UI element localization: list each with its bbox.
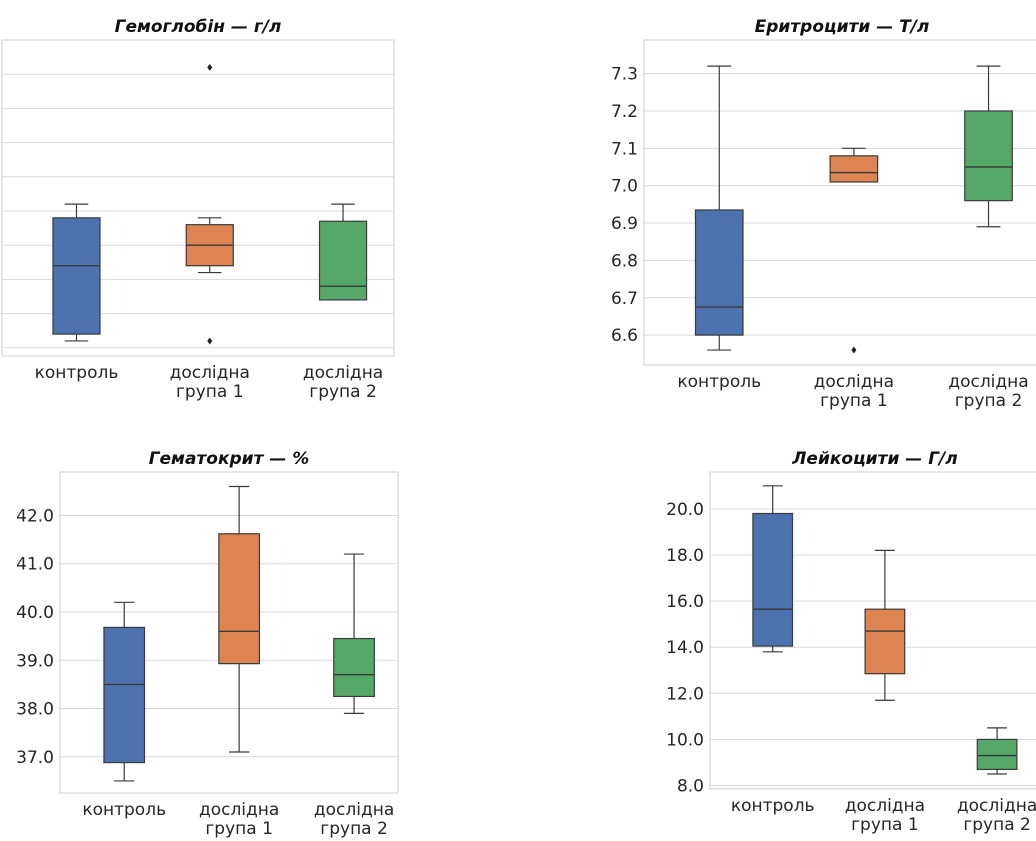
plot-frame [1, 39, 395, 357]
y-tick-label: 12.0 [666, 684, 704, 704]
x-category-label: контроль [731, 796, 815, 816]
y-tick-label: 6.8 [611, 251, 638, 271]
box-2 [218, 485, 261, 753]
x-category-label: група 2 [963, 815, 1031, 835]
y-tick-label: 14.0 [666, 638, 704, 658]
iqr-box [52, 217, 101, 335]
x-category-label: група 1 [851, 815, 919, 835]
y-tick-label: 7.3 [611, 65, 638, 85]
y-tick-label: 16.0 [666, 592, 704, 612]
x-category-label: контроль [677, 372, 761, 392]
chart-panel-3: 37.0 38.0 39.0 40.0 41.0 42.0 Гематокрит — % ко… [16, 449, 399, 839]
y-tick-label: 38.0 [16, 700, 54, 720]
x-category-label: дослідна [845, 796, 925, 816]
plot-frame [643, 39, 1036, 366]
y-tick-label: 7.0 [611, 177, 638, 197]
y-tick-label: 8.0 [677, 777, 704, 797]
box-1 [694, 65, 744, 351]
y-tick-label: 41.0 [16, 555, 54, 575]
y-tick-label: 40.0 [16, 603, 54, 623]
x-category-label: контроль [82, 800, 166, 820]
y-tick-label: 42.0 [16, 506, 54, 526]
box-3 [318, 203, 368, 301]
iqr-box [976, 738, 1018, 771]
chart-panel-1: 137.5140.0142.5145.0147.5150.0152.5155.0… [1, 17, 395, 402]
x-category-label: дослідна [948, 372, 1028, 392]
x-category-label: група 2 [309, 382, 377, 402]
box-2 [185, 63, 234, 345]
y-tick-label: 39.0 [16, 651, 54, 671]
box-3 [964, 65, 1013, 228]
iqr-box [752, 512, 794, 647]
x-category-label: група 1 [176, 382, 244, 402]
x-category-label: дослідна [170, 363, 250, 383]
outlier-marker [207, 337, 213, 345]
box-1 [103, 601, 146, 782]
y-tick-label: 7.2 [611, 102, 638, 122]
iqr-box [694, 209, 744, 336]
iqr-box [829, 155, 879, 183]
iqr-box [964, 110, 1013, 202]
box-3 [333, 553, 375, 714]
y-tick-label: 6.6 [611, 326, 638, 346]
x-category-label: дослідна [303, 363, 383, 383]
chart-title: Лейкоцити — Г/л [791, 449, 957, 469]
y-tick-label: 6.7 [611, 289, 638, 309]
x-category-label: група 1 [205, 819, 273, 839]
y-tick-label: 10.0 [666, 730, 704, 750]
x-category-label: дослідна [814, 372, 894, 392]
box-2 [829, 147, 879, 354]
plot-frame [709, 471, 1036, 790]
iqr-box [333, 637, 375, 698]
outlier-marker [851, 346, 857, 354]
chart-panel-2: 6.6 6.7 6.8 6.9 7.0 7.1 7.2 7.3 Еритроцити — Т/л… [611, 17, 1036, 411]
y-tick-label: 20.0 [666, 500, 704, 520]
chart-panel-4: 8.0 10.0 12.0 14.0 16.0 18.0 20.0 Лейкоцити — Г… [666, 449, 1036, 835]
box-1 [752, 485, 794, 653]
iqr-box [103, 626, 146, 764]
y-tick-label: 37.0 [16, 748, 54, 768]
outlier-marker [207, 63, 213, 71]
x-category-label: дослідна [314, 800, 394, 820]
x-category-label: група 2 [320, 819, 388, 839]
y-tick-label: 6.9 [611, 214, 638, 234]
plot-frame [59, 471, 399, 794]
iqr-box [864, 608, 906, 675]
y-tick-label: 18.0 [666, 546, 704, 566]
chart-title: Гематокрит — % [149, 449, 310, 469]
chart-title: Еритроцити — Т/л [755, 17, 930, 37]
box-2 [864, 549, 906, 701]
x-category-label: дослідна [957, 796, 1036, 816]
iqr-box [318, 220, 368, 301]
x-category-label: група 2 [955, 391, 1023, 411]
x-category-label: дослідна [199, 800, 279, 820]
box-3 [976, 727, 1018, 775]
chart-title: Гемоглобін — г/л [115, 17, 282, 37]
x-category-label: група 1 [820, 391, 888, 411]
box-1 [52, 203, 101, 342]
y-tick-label: 7.1 [611, 139, 638, 159]
iqr-box [218, 533, 261, 665]
x-category-label: контроль [35, 363, 119, 383]
